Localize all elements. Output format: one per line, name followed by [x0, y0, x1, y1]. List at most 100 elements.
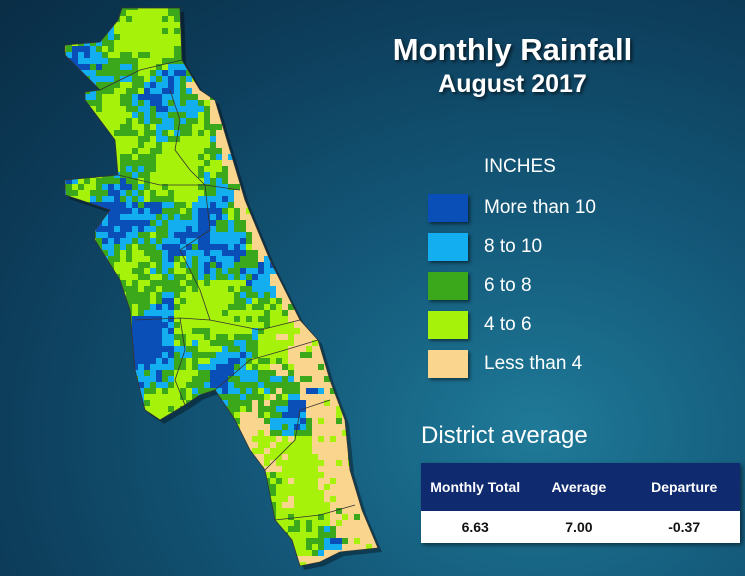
rainfall-cell — [282, 346, 289, 353]
rainfall-cell — [132, 154, 139, 161]
rainfall-cell — [294, 442, 301, 449]
rainfall-cell — [306, 112, 313, 119]
rainfall-cell — [84, 334, 91, 341]
rainfall-cell — [216, 16, 223, 23]
rainfall-cell — [360, 376, 367, 383]
rainfall-cell — [126, 490, 133, 497]
rainfall-cell — [246, 52, 253, 59]
rainfall-cell — [138, 52, 145, 59]
rainfall-cell — [102, 82, 109, 89]
rainfall-cell — [120, 508, 127, 515]
rainfall-cell — [366, 454, 373, 461]
rainfall-cell — [138, 118, 145, 125]
rainfall-cell — [132, 70, 139, 77]
rainfall-cell — [324, 136, 331, 143]
rainfall-cell — [204, 82, 211, 89]
rainfall-cell — [192, 184, 199, 191]
rainfall-cell — [90, 244, 97, 251]
rainfall-cell — [336, 424, 343, 431]
rainfall-cell — [162, 166, 169, 173]
rainfall-cell — [324, 520, 331, 527]
rainfall-cell — [96, 418, 103, 425]
rainfall-cell — [66, 154, 73, 161]
rainfall-cell — [180, 88, 187, 95]
rainfall-cell — [336, 118, 343, 125]
rainfall-cell — [198, 160, 205, 167]
rainfall-cell — [108, 34, 115, 41]
rainfall-cell — [138, 196, 145, 203]
rainfall-cell — [96, 370, 103, 377]
rainfall-cell — [276, 490, 283, 497]
rainfall-cell — [276, 70, 283, 77]
rainfall-cell — [216, 334, 223, 341]
rainfall-cell — [348, 286, 355, 293]
rainfall-cell — [330, 328, 337, 335]
rainfall-cell — [72, 58, 79, 65]
rainfall-cell — [216, 208, 223, 215]
rainfall-cell — [210, 316, 217, 323]
rainfall-cell — [180, 256, 187, 263]
rainfall-cell — [144, 502, 151, 509]
rainfall-cell — [264, 328, 271, 335]
rainfall-cell — [258, 538, 265, 545]
rainfall-cell — [282, 22, 289, 29]
rainfall-cell — [372, 268, 378, 275]
rainfall-cell — [138, 178, 145, 185]
rainfall-cell — [282, 406, 289, 413]
rainfall-cell — [126, 178, 133, 185]
rainfall-cell — [168, 130, 175, 137]
rainfall-cell — [324, 406, 331, 413]
rainfall-cell — [90, 190, 97, 197]
rainfall-cell — [210, 274, 217, 281]
rainfall-cell — [126, 550, 133, 557]
rainfall-cell — [108, 514, 115, 521]
rainfall-cell — [270, 88, 277, 95]
rainfall-cell — [324, 256, 331, 263]
rainfall-cell — [270, 154, 277, 161]
rainfall-cell — [66, 166, 73, 173]
rainfall-cell — [84, 484, 91, 491]
rainfall-cell — [204, 172, 211, 179]
rainfall-cell — [156, 202, 163, 209]
rainfall-cell — [354, 286, 361, 293]
rainfall-cell — [138, 106, 145, 113]
rainfall-cell — [348, 232, 355, 239]
rainfall-cell — [65, 136, 67, 143]
rainfall-cell — [318, 328, 325, 335]
rainfall-cell — [312, 112, 319, 119]
rainfall-cell — [252, 550, 259, 557]
rainfall-cell — [264, 220, 271, 227]
rainfall-cell — [204, 424, 211, 431]
rainfall-cell — [144, 82, 151, 89]
rainfall-cell — [144, 136, 151, 143]
rainfall-cell — [372, 274, 378, 281]
rainfall-cell — [192, 334, 199, 341]
rainfall-cell — [66, 430, 73, 437]
rainfall-cell — [276, 400, 283, 407]
rainfall-cell — [156, 424, 163, 431]
rainfall-cell — [372, 136, 378, 143]
rainfall-cell — [174, 196, 181, 203]
rainfall-cell — [198, 154, 205, 161]
rainfall-cell — [336, 538, 343, 545]
rainfall-cell — [174, 532, 181, 539]
rainfall-cell — [294, 430, 301, 437]
rainfall-cell — [198, 280, 205, 287]
rainfall-cell — [96, 76, 103, 83]
rainfall-cell — [318, 106, 325, 113]
rainfall-cell — [210, 298, 217, 305]
rainfall-cell — [144, 406, 151, 413]
rainfall-cell — [276, 106, 283, 113]
rainfall-cell — [252, 316, 259, 323]
rainfall-cell — [354, 178, 361, 185]
rainfall-cell — [366, 220, 373, 227]
rainfall-cell — [318, 310, 325, 317]
rainfall-cell — [270, 430, 277, 437]
rainfall-cell — [72, 8, 79, 11]
rainfall-cell — [156, 196, 163, 203]
rainfall-cell — [282, 172, 289, 179]
rainfall-cell — [300, 268, 307, 275]
rainfall-cell — [252, 304, 259, 311]
rainfall-cell — [348, 340, 355, 347]
rainfall-cell — [366, 400, 373, 407]
